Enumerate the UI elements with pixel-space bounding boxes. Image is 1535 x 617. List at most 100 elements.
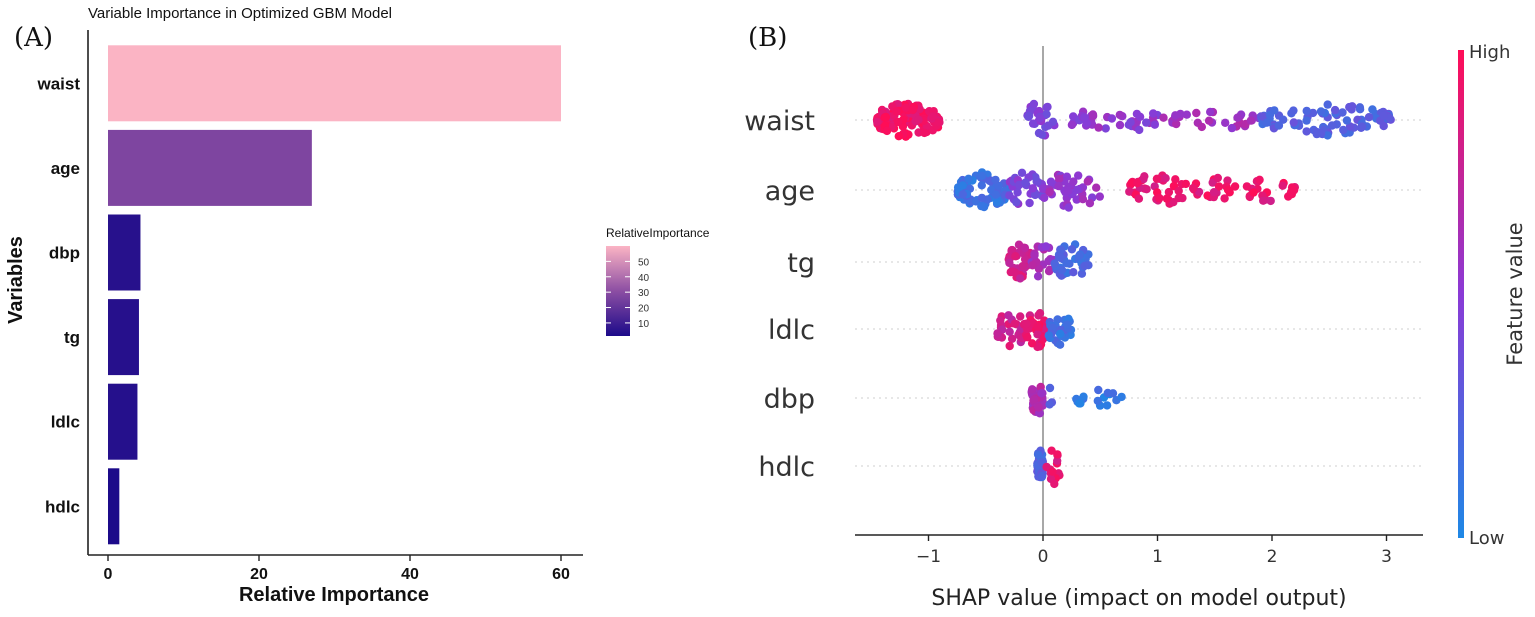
bar-age (108, 129, 312, 206)
shap-point-waist (1029, 99, 1039, 109)
shap-point-ldlc (1016, 312, 1025, 321)
shap-point-age (1209, 188, 1219, 197)
shap-point-ldlc (1044, 331, 1054, 340)
shap-point-waist (1042, 110, 1051, 119)
shap-point-age (1181, 179, 1191, 189)
shap-point-ldlc (1055, 340, 1065, 349)
shap-point-waist (1197, 122, 1207, 132)
shap-point-ldlc (1007, 334, 1017, 343)
shap-point-waist (1262, 118, 1272, 127)
shap-point-dbp (1029, 395, 1039, 404)
bar-hdlc (108, 468, 120, 545)
shap-point-ldlc (1004, 311, 1013, 320)
colorbar-high-label: High (1469, 42, 1510, 63)
panel-a-title: Variable Importance in Optimized GBM Mod… (88, 5, 392, 22)
shap-point-waist (882, 126, 892, 136)
shap-point-age (977, 193, 987, 203)
shap-point-age (1223, 185, 1233, 194)
shap-point-waist (1043, 102, 1052, 112)
shap-point-waist (892, 107, 901, 116)
shap-point-age (991, 175, 1000, 185)
shap-point-age (1171, 175, 1180, 184)
shap-point-age (1021, 178, 1030, 187)
shap-point-waist (894, 132, 903, 141)
colorbar-low-label: Low (1469, 528, 1504, 549)
shap-point-tg (1062, 259, 1071, 268)
shap-point-dbp (1036, 382, 1045, 392)
shap-point-hdlc (1048, 467, 1057, 476)
shap-point-ldlc (1022, 319, 1031, 328)
shap-point-waist (1316, 107, 1326, 116)
legend-tick-label: 40 (638, 273, 650, 284)
shap-point-waist (1258, 112, 1268, 121)
shap-point-age (1083, 177, 1093, 186)
shap-point-waist (1172, 119, 1181, 129)
shap-point-waist (1115, 110, 1125, 120)
shap-point-ldlc (1063, 320, 1072, 329)
shap-point-dbp (1079, 392, 1088, 401)
shap-point-dbp (1094, 385, 1103, 395)
shap-point-waist (1034, 128, 1044, 138)
shap-point-waist (873, 117, 882, 127)
shap-point-age (1064, 186, 1073, 195)
bar-waist (108, 45, 561, 122)
shap-point-waist (1101, 124, 1110, 133)
panel-b-category-label-age: age (765, 176, 815, 207)
panel-b-x-axis-label: SHAP value (impact on model output) (931, 586, 1346, 611)
shap-point-tg (1020, 255, 1030, 264)
shap-point-age (1028, 184, 1038, 193)
shap-point-dbp (1093, 396, 1103, 406)
shap-point-age (1078, 195, 1088, 204)
shap-point-waist (1206, 107, 1215, 117)
shap-point-waist (914, 115, 923, 124)
shap-point-age (1038, 184, 1048, 193)
panel-b-x-tick-label: 3 (1381, 547, 1392, 567)
shap-point-age (1142, 185, 1151, 194)
shap-point-waist (1149, 109, 1158, 118)
shap-point-waist (1171, 111, 1180, 120)
shap-point-ldlc (993, 329, 1002, 338)
shap-point-age (958, 190, 967, 199)
shap-point-age (1092, 183, 1101, 192)
panel-b-category-label-waist: waist (744, 106, 815, 137)
panel-b-x-tick-label: 2 (1267, 547, 1278, 567)
shap-point-tg (1028, 261, 1037, 270)
panel-b-shap-beeswarm: (B) waist age tg ldlc dbp hdlc −1 0 1 2 3 SHAP va… (744, 23, 1527, 611)
shap-point-age (1266, 196, 1275, 206)
shap-point-ldlc (1005, 327, 1014, 336)
shap-point-tg (1056, 245, 1066, 255)
shap-point-ldlc (1035, 309, 1045, 318)
panel-a-category-label-hdlc: hdlc (45, 497, 80, 516)
shap-point-dbp (1102, 401, 1112, 410)
shap-point-tg (1057, 265, 1067, 275)
shap-point-waist (1348, 102, 1357, 111)
shap-point-age (1046, 177, 1056, 186)
panel-a-x-tick-label: 0 (104, 566, 113, 583)
panel-a-bar-chart: (A) Variable Importance in Optimized GBM… (5, 5, 710, 606)
shap-point-waist (881, 112, 891, 122)
panel-a-tag: (A) (14, 23, 53, 53)
shap-point-age (1255, 175, 1264, 184)
shap-point-age (958, 181, 967, 190)
shap-point-tg (1080, 261, 1089, 270)
bar-tg (108, 299, 139, 376)
shap-point-waist (1135, 125, 1144, 135)
shap-point-ldlc (1033, 330, 1042, 339)
shap-point-age (1134, 194, 1144, 203)
shap-point-waist (1150, 120, 1160, 129)
shap-point-waist (893, 117, 903, 127)
panel-b-category-label-ldlc: ldlc (768, 315, 815, 346)
shap-point-waist (1355, 105, 1365, 114)
panel-a-x-tick-label: 60 (552, 566, 570, 583)
shap-point-tg (1016, 274, 1025, 283)
shap-point-age (1072, 195, 1081, 204)
panel-a-x-tick-label: 40 (401, 566, 419, 583)
panel-a-x-axis-label: Relative Importance (239, 584, 429, 606)
shap-point-hdlc (1053, 450, 1062, 459)
shap-point-ldlc (1055, 329, 1065, 338)
shap-point-tg (1008, 267, 1017, 276)
shap-point-ldlc (1010, 319, 1020, 328)
shap-point-tg (1033, 272, 1043, 281)
shap-point-age (1214, 182, 1224, 191)
